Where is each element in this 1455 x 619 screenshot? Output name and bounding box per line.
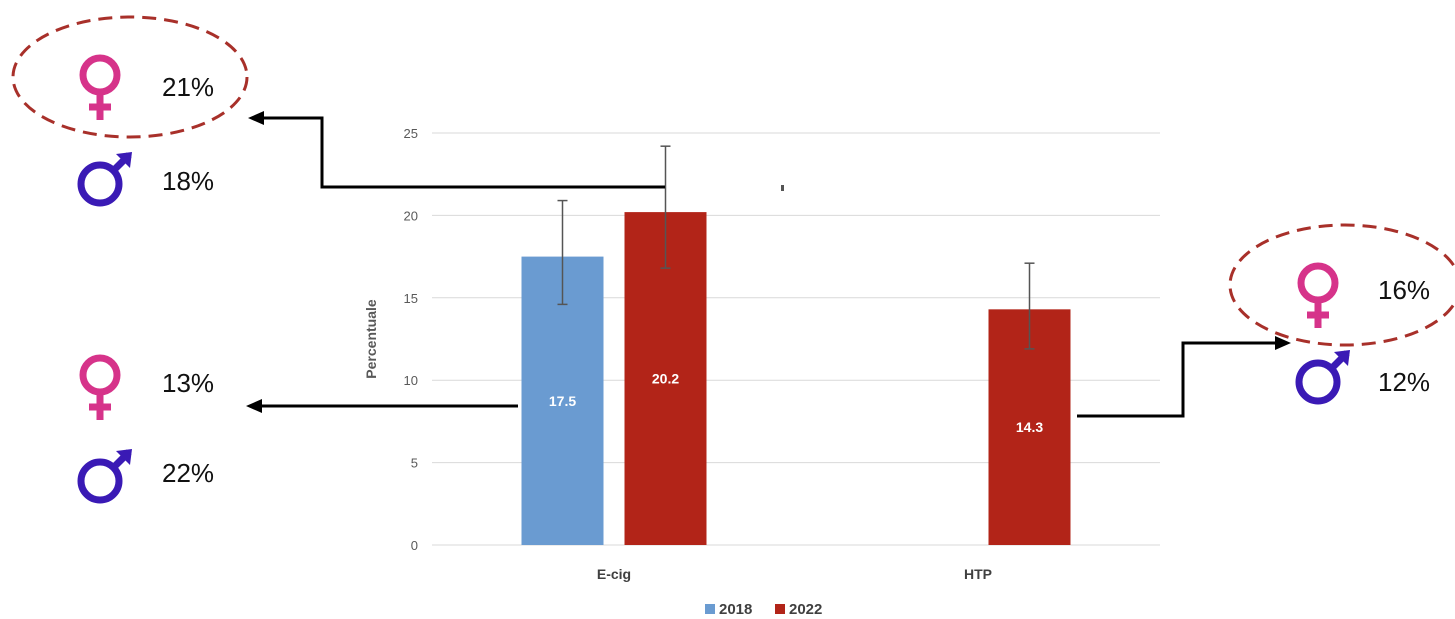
male-symbol-icon <box>1295 350 1350 405</box>
male-symbol-icon <box>77 152 132 207</box>
male-symbol-icon <box>77 449 132 504</box>
y-tick-label: 20 <box>404 208 418 223</box>
ecig-2018-female-pct: 13% <box>162 368 214 398</box>
x-axis-categories: E-cig HTP <box>597 566 992 582</box>
y-tick-label: 0 <box>411 538 418 553</box>
arrow-ecig-2022 <box>262 116 665 189</box>
data-label: 14.3 <box>1016 419 1043 435</box>
y-tick-label: 15 <box>404 291 418 306</box>
highlight-ellipse-ecig-2022 <box>11 15 249 139</box>
data-label: 17.5 <box>549 393 576 409</box>
legend: 2018 2022 <box>705 601 822 618</box>
arrowhead-ecig-2022 <box>248 111 264 125</box>
bars <box>521 212 1071 545</box>
y-tick-label: 25 <box>404 126 418 141</box>
female-symbol-icon <box>79 54 121 120</box>
legend-swatch-2018 <box>705 604 715 614</box>
arrow-htp-2022 <box>1077 341 1275 418</box>
y-tick-label: 5 <box>411 456 418 471</box>
x-tick-label: HTP <box>964 566 992 582</box>
data-labels: 17.5 20.2 14.3 <box>549 371 1043 436</box>
y-axis-ticks: 0 5 10 15 20 25 <box>404 126 418 553</box>
female-symbol-icon <box>79 354 121 420</box>
female-symbol-icon <box>1297 262 1339 328</box>
annotation-arrows <box>246 111 1291 418</box>
htp-2022-female-pct: 16% <box>1378 275 1430 305</box>
htp-2022-male-pct: 12% <box>1378 367 1430 397</box>
legend-swatch-2022 <box>775 604 785 614</box>
legend-label: 2018 <box>719 601 752 618</box>
ecig-2022-female-pct: 21% <box>162 72 214 102</box>
ecig-2018-male-pct: 22% <box>162 458 214 488</box>
y-axis-label: Percentuale <box>363 299 379 379</box>
legend-label: 2022 <box>789 601 822 618</box>
error-bars <box>557 145 1035 350</box>
x-tick-label: E-cig <box>597 566 631 582</box>
arrowhead-ecig-2018 <box>246 399 262 413</box>
data-label: 20.2 <box>652 371 679 387</box>
arrowhead-htp-2022 <box>1275 336 1291 350</box>
stray-mark <box>781 185 784 191</box>
ecig-2022-male-pct: 18% <box>162 166 214 196</box>
highlight-ellipse-htp-2022 <box>1228 223 1455 347</box>
y-tick-label: 10 <box>404 373 418 388</box>
